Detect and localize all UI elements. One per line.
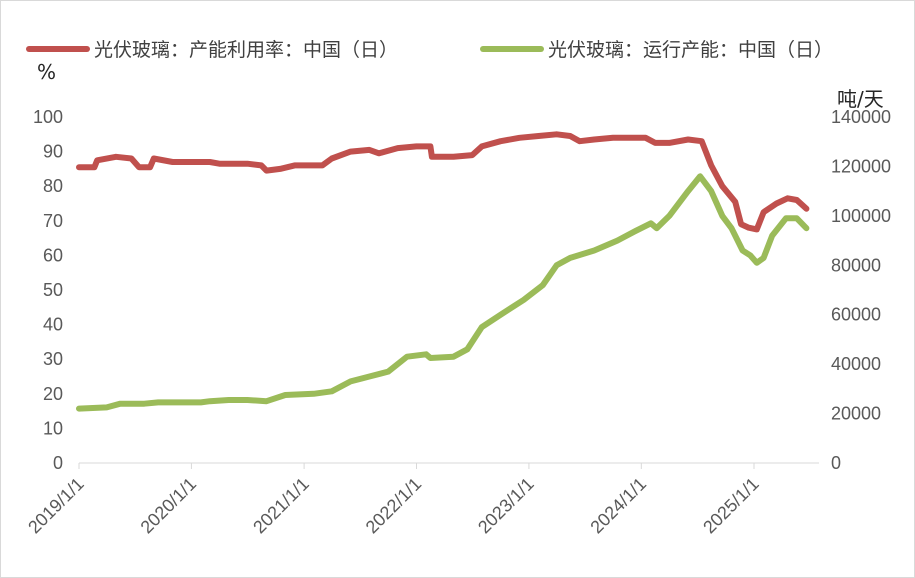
legend-label-capacity-utilization: 光伏玻璃：产能利用率：中国（日） (94, 39, 398, 61)
left-tick-label: 100 (33, 107, 63, 127)
right-axis-unit: 吨/天 (837, 87, 884, 111)
right-tick-label: 80000 (831, 255, 881, 275)
x-tick-label: 2021/1/1 (249, 474, 313, 538)
left-tick-label: 60 (43, 245, 63, 265)
right-tick-label: 60000 (831, 305, 881, 325)
left-tick-label: 30 (43, 349, 63, 369)
left-tick-label: 10 (43, 418, 63, 438)
left-tick-label: 0 (53, 453, 63, 473)
right-tick-label: 100000 (831, 206, 891, 226)
left-tick-label: 80 (43, 176, 63, 196)
x-axis-ticks: 2019/1/1 2020/1/1 2021/1/1 2022/1/1 2023/1/1… (24, 463, 763, 537)
x-tick-label: 2025/1/1 (699, 474, 763, 538)
left-tick-label: 90 (43, 142, 63, 162)
series-line-running-capacity (76, 173, 810, 412)
legend: 光伏玻璃：产能利用率：中国（日） 光伏玻璃：运行产能：中国（日） (26, 39, 833, 61)
right-tick-label: 120000 (831, 156, 891, 176)
x-tick-label: 2024/1/1 (586, 474, 650, 538)
x-tick-label: 2020/1/1 (137, 474, 201, 538)
right-tick-label: 140000 (831, 107, 891, 127)
left-tick-label: 40 (43, 315, 63, 335)
left-tick-label: 70 (43, 211, 63, 231)
series-layer (76, 131, 810, 412)
left-axis-ticks: 0 10 20 30 40 50 60 70 80 90 100 (33, 107, 63, 473)
x-tick-label: 2022/1/1 (362, 474, 426, 538)
left-tick-label: 20 (43, 384, 63, 404)
legend-label-running-capacity: 光伏玻璃：运行产能：中国（日） (548, 39, 833, 61)
right-tick-label: 20000 (831, 404, 881, 424)
x-tick-label: 2019/1/1 (24, 474, 88, 538)
left-axis-unit: % (37, 60, 56, 84)
right-tick-label: 40000 (831, 354, 881, 374)
right-axis-ticks: 0 20000 40000 60000 80000 100000 120000 140000 (831, 107, 891, 473)
right-tick-label: 0 (831, 453, 841, 473)
left-tick-label: 50 (43, 280, 63, 300)
x-tick-label: 2023/1/1 (474, 474, 538, 538)
series-line-capacity-utilization (76, 131, 810, 233)
